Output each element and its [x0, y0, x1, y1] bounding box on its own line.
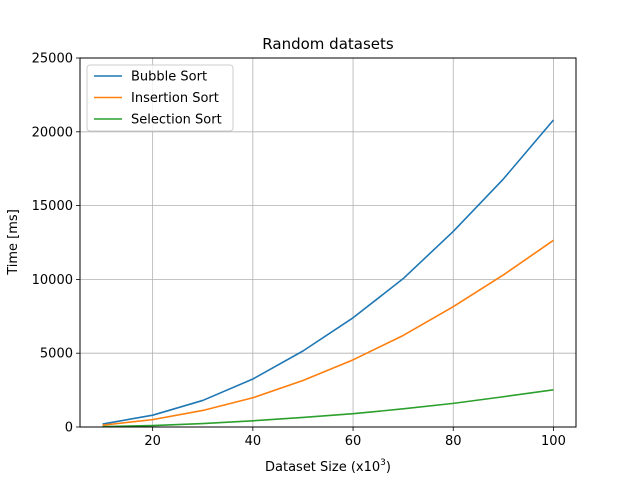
- x-axis-label-main: Dataset Size (x10: [265, 460, 380, 475]
- y-axis-label: Time [ms]: [6, 209, 21, 276]
- axis-ticks: 20 40 60 80 100 0 5000 10000 15000 20000 25000: [32, 52, 566, 450]
- x-axis-label: Dataset Size (x103): [265, 458, 391, 475]
- y-tick-label: 10000: [32, 273, 73, 288]
- x-tick-label: 60: [345, 434, 362, 449]
- legend-label-selection-sort: Selection Sort: [131, 113, 222, 128]
- legend-label-bubble-sort: Bubble Sort: [131, 70, 207, 85]
- legend: Bubble Sort Insertion Sort Selection Sort: [86, 64, 234, 132]
- y-tick-label: 25000: [32, 52, 73, 67]
- x-axis-label-suffix: ): [386, 460, 391, 475]
- x-tick-label: 20: [144, 434, 161, 449]
- series-line-bubble-sort: [102, 119, 555, 425]
- y-tick-label: 20000: [32, 125, 73, 140]
- series-line-selection-sort: [102, 389, 554, 428]
- series-line-insertion-sort: [102, 239, 554, 427]
- y-tick-label: 15000: [32, 199, 73, 214]
- plot-frame: [79, 57, 577, 428]
- x-tick-label: 100: [541, 434, 566, 449]
- chart-title: Random datasets: [262, 35, 394, 53]
- y-tick-label: 0: [65, 421, 73, 436]
- series-layer: [102, 119, 555, 428]
- legend-label-insertion-sort: Insertion Sort: [131, 91, 219, 106]
- x-tick-label: 40: [245, 434, 262, 449]
- x-axis-label-superscript: 3: [380, 458, 386, 468]
- x-tick-label: 80: [445, 434, 462, 449]
- legend-box: [86, 64, 234, 132]
- y-tick-label: 5000: [40, 347, 73, 362]
